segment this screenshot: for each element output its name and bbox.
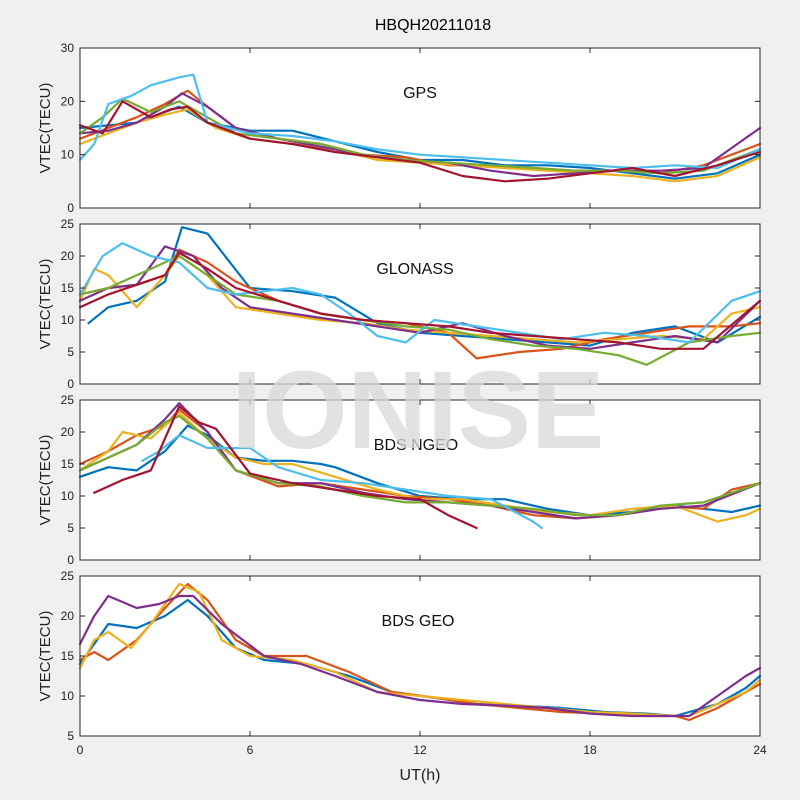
- y-tick-label: 0: [67, 201, 74, 215]
- series-line: [78, 414, 762, 517]
- y-tick-label: 25: [61, 393, 75, 407]
- y-tick-label: 15: [61, 649, 75, 663]
- series-line: [78, 100, 762, 183]
- figure-title: HBQH20211018: [375, 17, 491, 34]
- panel-glonass: 0 5 10 15 20 25 VTEC(TECU) GLONASS: [37, 217, 762, 391]
- y-tick-label: 20: [61, 425, 75, 439]
- panel-bds-ngeo: 0 5 10 15 20 25 VTEC(TECU) BDS NGEO: [37, 393, 762, 567]
- y-tick-label: 5: [67, 729, 74, 743]
- series-line: [78, 73, 762, 170]
- panel-label: GPS: [403, 85, 437, 102]
- plot-area: [80, 48, 760, 208]
- series-line: [78, 594, 762, 718]
- y-tick-label: 20: [61, 94, 75, 108]
- series-line: [78, 242, 762, 344]
- panel-bds-geo: 0 6 12 18 24 5 10 15 20 25 VTEC(TECU) BDS GEO: [37, 569, 767, 757]
- y-tick-label: 30: [61, 41, 75, 55]
- panel-gps: 0 10 20 30 VTEC(TECU) GPS: [37, 41, 762, 215]
- y-tick-label: 10: [61, 689, 75, 703]
- panel-label: GLONASS: [376, 261, 453, 278]
- y-tick-label: 25: [61, 569, 75, 583]
- y-axis-label: VTEC(TECU): [37, 611, 54, 702]
- series-line: [141, 434, 543, 530]
- watermark: IONISE: [232, 349, 605, 472]
- y-tick-label: 15: [61, 457, 75, 471]
- y-tick-label: 20: [61, 609, 75, 623]
- y-axis-label: VTEC(TECU): [37, 83, 54, 174]
- y-tick-label: 15: [61, 281, 75, 295]
- y-tick-label: 10: [61, 313, 75, 327]
- series-line: [78, 254, 762, 366]
- y-tick-label: 10: [61, 489, 75, 503]
- plot-area: [80, 576, 760, 736]
- x-tick-label: 0: [77, 743, 84, 757]
- y-axis-label: VTEC(TECU): [37, 435, 54, 526]
- series-line: [78, 108, 762, 183]
- x-tick-label: 12: [413, 743, 427, 757]
- y-tick-label: 20: [61, 249, 75, 263]
- x-tick-label: 18: [583, 743, 597, 757]
- panel-label: BDS NGEO: [374, 437, 458, 454]
- x-tick-label: 6: [247, 743, 254, 757]
- x-tick-label: 24: [753, 743, 767, 757]
- y-tick-label: 0: [67, 553, 74, 567]
- y-tick-label: 10: [61, 148, 75, 162]
- y-tick-label: 5: [67, 345, 74, 359]
- y-tick-label: 25: [61, 217, 75, 231]
- x-axis-label: UT(h): [400, 767, 441, 784]
- y-axis-label: VTEC(TECU): [37, 259, 54, 350]
- y-tick-label: 5: [67, 521, 74, 535]
- series-line: [93, 405, 478, 530]
- y-tick-label: 0: [67, 377, 74, 391]
- series-line: [78, 245, 762, 350]
- plot-area: [80, 224, 760, 384]
- panel-label: BDS GEO: [382, 613, 455, 630]
- series-line: [78, 251, 762, 350]
